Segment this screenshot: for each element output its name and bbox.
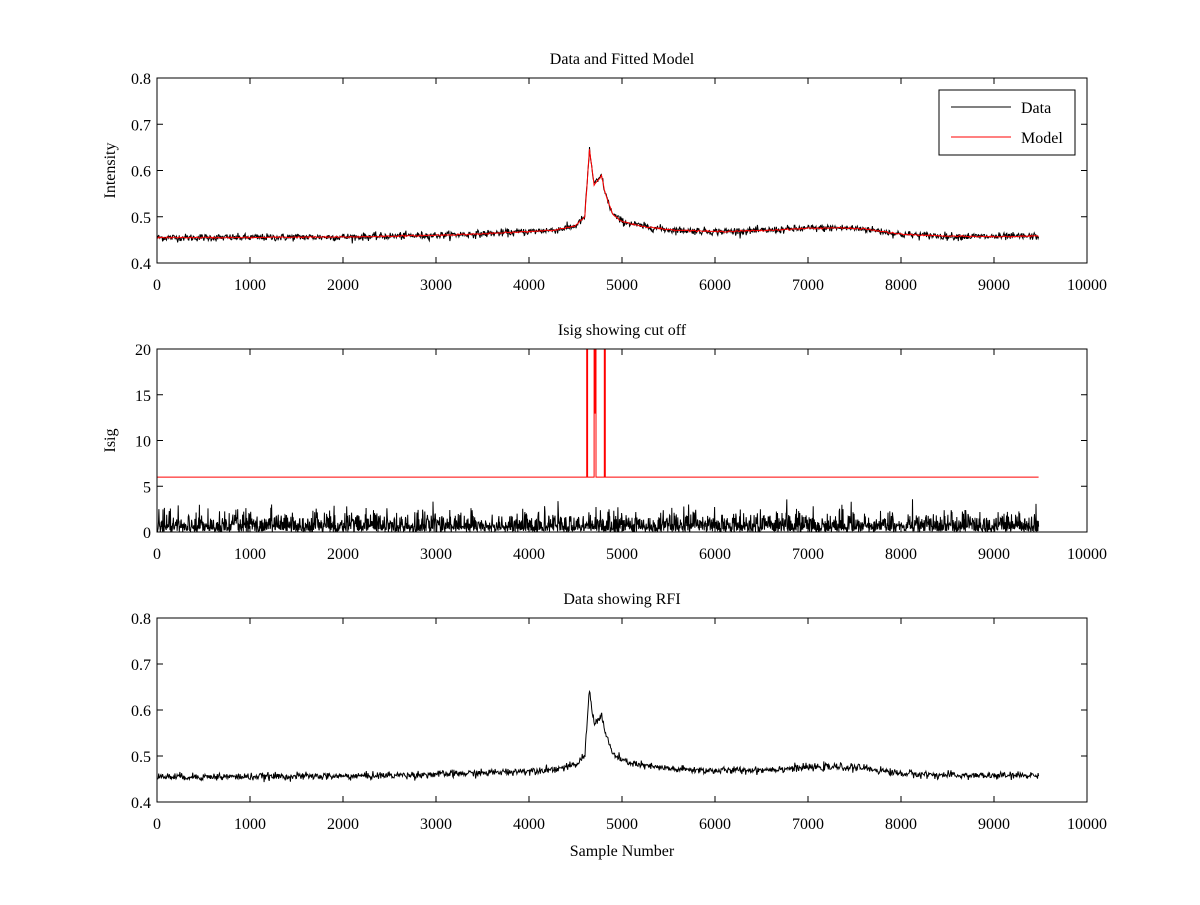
- plot-3: 0 1000 2000 3000 4000 5000 6000 7000 8000 9000 100…: [131, 591, 1107, 860]
- x-tick-label: 4000: [513, 816, 545, 833]
- x-tick-label: 3000: [420, 816, 452, 833]
- plot-1: 0 1000 2000 3000 4000 5000 6000 7000 8000 9000 100…: [102, 51, 1107, 294]
- x-tick-label: 6000: [699, 277, 731, 294]
- x-tick-label: 7000: [792, 546, 824, 563]
- x-tick-label: 2000: [327, 546, 359, 563]
- x-tick-label: 5000: [606, 546, 638, 563]
- x-tick-label: 8000: [885, 816, 917, 833]
- x-tick-label: 0: [153, 816, 161, 833]
- y-tick-label: 0.8: [131, 71, 151, 88]
- x-tick-label: 6000: [699, 816, 731, 833]
- x-tick-label: 8000: [885, 546, 917, 563]
- x-tick-label: 6000: [699, 546, 731, 563]
- x-tick-label: 5000: [606, 277, 638, 294]
- plot-title: Data showing RFI: [563, 591, 680, 608]
- x-tick-label: 0: [153, 546, 161, 563]
- x-tick-label: 9000: [978, 816, 1010, 833]
- series-group: [157, 689, 1040, 783]
- y-tick-label: 0: [143, 525, 151, 542]
- y-tick-label: 0.8: [131, 611, 151, 628]
- y-tick-label: 10: [135, 434, 151, 451]
- x-tick-label: 1000: [234, 816, 266, 833]
- legend-box: [938, 89, 1076, 156]
- y-tick-label: 0.6: [131, 164, 151, 181]
- x-tick-label: 2000: [327, 277, 359, 294]
- x-tick-label: 4000: [513, 546, 545, 563]
- x-tick-label: 9000: [978, 277, 1010, 294]
- y-tick-label: 0.4: [131, 795, 151, 812]
- x-tick-label: 4000: [513, 277, 545, 294]
- series-line-data: [157, 146, 1040, 244]
- x-tick-label: 10000: [1067, 816, 1107, 833]
- x-axis-label: Sample Number: [570, 843, 675, 860]
- series-line-model: [157, 149, 1039, 240]
- plot-2: 0 1000 2000 3000 4000 5000 6000 7000 8000 9000 100…: [102, 322, 1107, 563]
- x-tick-label: 10000: [1067, 277, 1107, 294]
- legend: Data Model: [938, 89, 1076, 156]
- y-tick-label: 0.5: [131, 749, 151, 766]
- x-tick-label: 1000: [234, 546, 266, 563]
- x-tick-label: 10000: [1067, 546, 1107, 563]
- series-group: [157, 349, 1040, 532]
- x-tick-label: 2000: [327, 816, 359, 833]
- series-line-data: [157, 689, 1040, 783]
- x-tick-label: 3000: [420, 277, 452, 294]
- y-tick-label: 0.7: [131, 657, 151, 674]
- x-tick-label: 5000: [606, 816, 638, 833]
- plot-title: Isig showing cut off: [558, 322, 687, 339]
- x-tick-label: 0: [153, 277, 161, 294]
- series-line-isig: [157, 499, 1040, 532]
- y-tick-label: 15: [135, 388, 151, 405]
- legend-label-model: Model: [1021, 130, 1063, 147]
- y-tick-label: 0.6: [131, 703, 151, 720]
- series-group: [157, 146, 1040, 244]
- y-axis-label: Isig: [102, 429, 119, 453]
- legend-label-data: Data: [1021, 100, 1051, 117]
- x-tick-label: 1000: [234, 277, 266, 294]
- x-tick-label: 7000: [792, 277, 824, 294]
- x-tick-label: 3000: [420, 546, 452, 563]
- axes-box: [156, 348, 1088, 533]
- y-tick-label: 0.4: [131, 256, 151, 273]
- series-line-cut-off: [157, 349, 1039, 478]
- y-tick-label: 0.5: [131, 210, 151, 227]
- x-tick-label: 9000: [978, 546, 1010, 563]
- y-tick-label: 0.7: [131, 117, 151, 134]
- y-tick-label: 20: [135, 342, 151, 359]
- x-tick-label: 8000: [885, 277, 917, 294]
- x-tick-label: 7000: [792, 816, 824, 833]
- plot-title: Data and Fitted Model: [550, 51, 695, 68]
- y-tick-label: 5: [143, 479, 151, 496]
- y-axis-label: Intensity: [102, 143, 119, 199]
